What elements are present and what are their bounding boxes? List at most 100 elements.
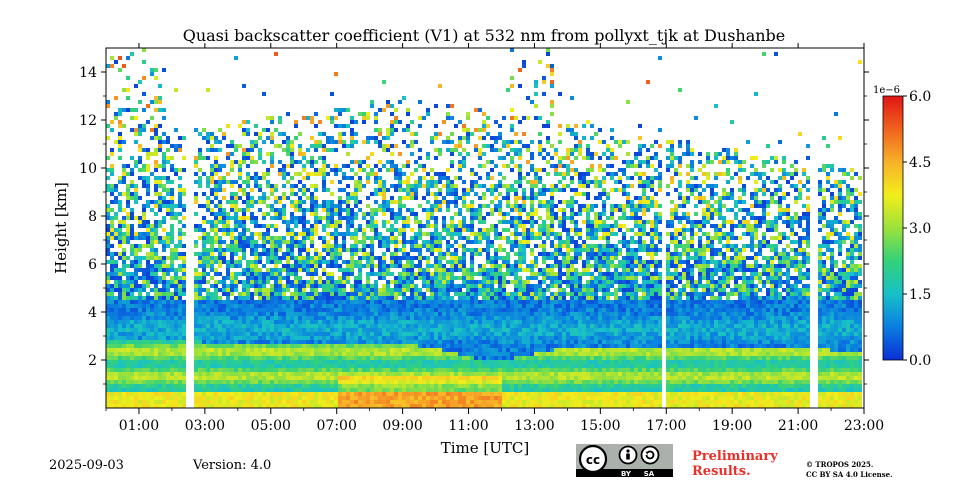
- heatmap-cell: [166, 376, 170, 380]
- heatmap-cell: [310, 268, 314, 272]
- heatmap-cell: [346, 124, 350, 128]
- heatmap-cell: [130, 212, 134, 216]
- heatmap-cell: [242, 256, 246, 260]
- heatmap-cell: [278, 280, 282, 284]
- heatmap-cell: [198, 272, 202, 276]
- heatmap-cell: [422, 268, 426, 272]
- heatmap-cell: [326, 148, 330, 152]
- heatmap-cell: [450, 152, 454, 156]
- heatmap-cell: [154, 304, 158, 308]
- heatmap-cell: [354, 348, 358, 352]
- heatmap-cell: [314, 224, 318, 228]
- heatmap-cell: [422, 208, 426, 212]
- heatmap-cell: [122, 268, 126, 272]
- heatmap-cell: [230, 164, 234, 168]
- heatmap-cell: [398, 336, 402, 340]
- heatmap-cell: [150, 332, 154, 336]
- heatmap-cell: [390, 228, 394, 232]
- heatmap-cell: [358, 260, 362, 264]
- heatmap-cell: [298, 348, 302, 352]
- heatmap-cell: [338, 196, 342, 200]
- heatmap-cell: [458, 276, 462, 280]
- heatmap-cell: [470, 220, 474, 224]
- heatmap-cell: [318, 300, 322, 304]
- heatmap-cell: [230, 244, 234, 248]
- heatmap-cell: [150, 100, 154, 104]
- heatmap-cell: [302, 184, 306, 188]
- heatmap-cell: [314, 376, 318, 380]
- heatmap-cell: [454, 212, 458, 216]
- heatmap-cell: [318, 284, 322, 288]
- heatmap-cell: [302, 376, 306, 380]
- heatmap-cell: [334, 284, 338, 288]
- heatmap-cell: [162, 272, 166, 276]
- heatmap-cell: [114, 304, 118, 308]
- heatmap-cell: [422, 164, 426, 168]
- heatmap-cell: [374, 384, 378, 388]
- heatmap-cell: [242, 392, 246, 396]
- heatmap-cell: [294, 200, 298, 204]
- heatmap-cell: [406, 220, 410, 224]
- heatmap-cell: [270, 160, 274, 164]
- heatmap-cell: [198, 292, 202, 296]
- heatmap-cell: [226, 248, 230, 252]
- heatmap-cell: [202, 236, 206, 240]
- heatmap-cell: [378, 296, 382, 300]
- heatmap-cell: [274, 328, 278, 332]
- heatmap-cell: [206, 316, 210, 320]
- heatmap-cell: [418, 316, 422, 320]
- heatmap-cell: [302, 220, 306, 224]
- heatmap-cell: [438, 292, 442, 296]
- heatmap-cell: [218, 164, 222, 168]
- heatmap-cell: [330, 120, 334, 124]
- heatmap-cell: [162, 108, 166, 112]
- heatmap-cell: [434, 172, 438, 176]
- heatmap-cell: [450, 228, 454, 232]
- heatmap-cell: [114, 384, 118, 388]
- heatmap-cell: [438, 404, 442, 408]
- heatmap-cell: [114, 228, 118, 232]
- heatmap-cell: [146, 228, 150, 232]
- heatmap-cell: [474, 312, 478, 316]
- heatmap-cell: [362, 348, 366, 352]
- heatmap-cell: [126, 264, 130, 268]
- heatmap-cell: [130, 312, 134, 316]
- heatmap-cell: [114, 360, 118, 364]
- heatmap-cell: [166, 372, 170, 376]
- heatmap-cell: [182, 208, 186, 212]
- heatmap-cell: [110, 376, 114, 380]
- heatmap-cell: [206, 344, 210, 348]
- heatmap-cell: [122, 308, 126, 312]
- heatmap-cell: [194, 304, 198, 308]
- heatmap-cell: [354, 216, 358, 220]
- heatmap-cell: [158, 292, 162, 296]
- heatmap-cell: [362, 240, 366, 244]
- heatmap-cell: [214, 388, 218, 392]
- heatmap-cell: [318, 308, 322, 312]
- heatmap-cell: [398, 364, 402, 368]
- heatmap-cell: [182, 344, 186, 348]
- heatmap-cell: [474, 232, 478, 236]
- heatmap-cell: [438, 376, 442, 380]
- heatmap-cell: [286, 352, 290, 356]
- heatmap-cell: [362, 392, 366, 396]
- heatmap-cell: [258, 360, 262, 364]
- heatmap-cell: [282, 208, 286, 212]
- heatmap-cell: [134, 108, 138, 112]
- heatmap-cell: [130, 272, 134, 276]
- heatmap-cell: [386, 268, 390, 272]
- heatmap-cell: [138, 312, 142, 316]
- heatmap-cell: [434, 124, 438, 128]
- heatmap-cell: [230, 200, 234, 204]
- heatmap-cell: [266, 304, 270, 308]
- heatmap-cell: [458, 308, 462, 312]
- heatmap-cell: [350, 220, 354, 224]
- heatmap-cell: [250, 380, 254, 384]
- heatmap-cell: [362, 292, 366, 296]
- heatmap-cell: [162, 316, 166, 320]
- heatmap-cell: [350, 364, 354, 368]
- heatmap-cell: [342, 172, 346, 176]
- heatmap-cell: [414, 376, 418, 380]
- heatmap-cell: [290, 388, 294, 392]
- heatmap-cell: [362, 364, 366, 368]
